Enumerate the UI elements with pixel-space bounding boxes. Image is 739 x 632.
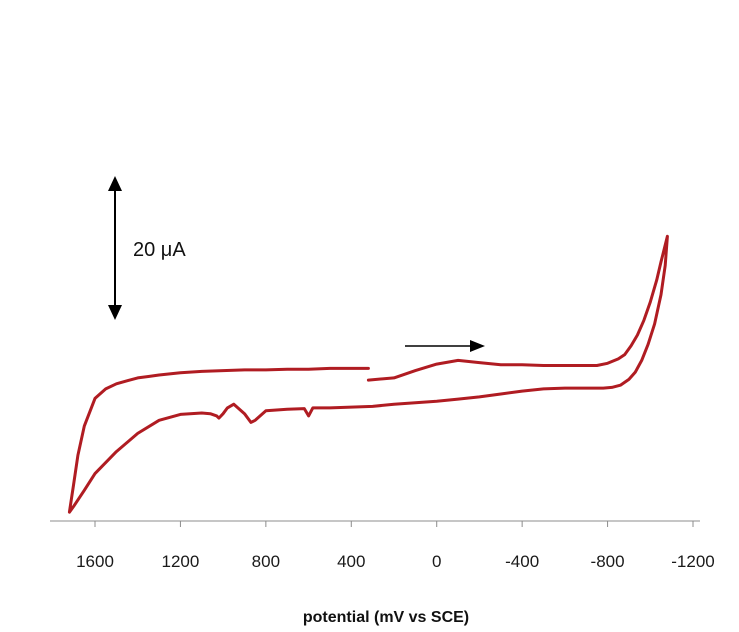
scale-bar-arrowhead-up <box>108 176 122 191</box>
x-tick-label: -800 <box>591 552 625 571</box>
x-tick-label: 1600 <box>76 552 114 571</box>
scale-bar-label: 20 μA <box>133 239 186 261</box>
scan-direction-arrow <box>405 340 485 352</box>
scale-bar-arrowhead-down <box>108 305 122 320</box>
x-tick-label: 800 <box>252 552 280 571</box>
current-scale-bar: 20 μA <box>108 176 186 320</box>
x-tick-label: 400 <box>337 552 365 571</box>
x-tick-label: -400 <box>505 552 539 571</box>
x-axis-ticks <box>94 521 694 527</box>
x-tick-label: 1200 <box>162 552 200 571</box>
x-axis-tick-labels: 1600 1200 800 400 0 -400 -800 -1200 <box>76 552 715 571</box>
series-layer <box>67 234 669 514</box>
x-tick-label: 0 <box>432 552 441 571</box>
series-line-0 <box>67 234 669 514</box>
x-tick-label: -1200 <box>671 552 714 571</box>
x-axis-label: potential (mV vs SCE) <box>303 609 469 626</box>
